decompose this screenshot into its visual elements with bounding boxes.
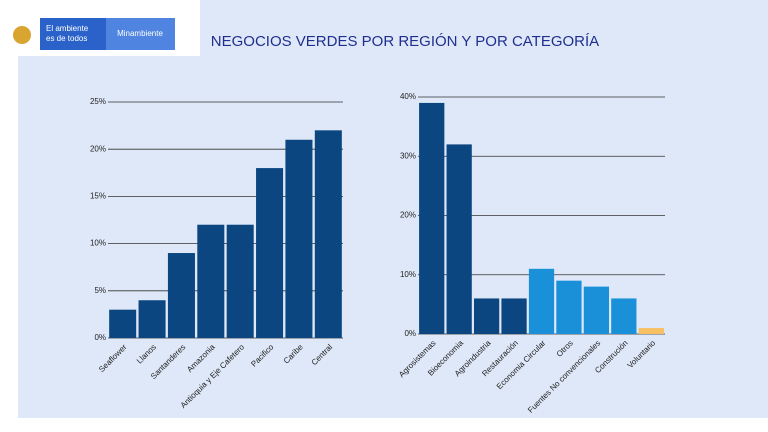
y-tick-label: 40% [400,92,416,101]
brand-text: Minambiente [117,29,163,38]
bar [501,298,527,334]
bar [314,130,342,338]
bar [285,139,313,338]
bar [583,286,610,334]
bar [611,298,637,334]
y-tick-label: 0% [404,329,416,338]
brand-box [106,18,175,50]
bar [197,224,225,338]
bar [138,300,166,338]
y-tick-label: 10% [90,239,106,248]
bar [419,102,445,334]
y-tick-label: 5% [94,286,106,295]
bar [528,268,555,334]
logo-text: es de todos [46,34,87,43]
bar [109,309,137,338]
bar [556,280,582,334]
bar [256,168,284,338]
bar [473,298,500,334]
logo-text: El ambiente [46,24,89,33]
slide-background [18,0,768,418]
bar [446,144,472,334]
bar [638,328,664,334]
y-tick-label: 25% [90,97,106,106]
y-tick-label: 30% [400,151,416,160]
bar [167,253,195,338]
y-tick-label: 15% [90,192,106,201]
y-tick-label: 20% [400,211,416,220]
bar [226,224,254,338]
emblem [13,26,31,44]
logo-box [40,18,106,50]
y-tick-label: 20% [90,144,106,153]
y-tick-label: 10% [400,270,416,279]
slide-title: NEGOCIOS VERDES POR REGIÓN Y POR CATEGOR… [211,33,599,50]
y-tick-label: 0% [94,333,106,342]
